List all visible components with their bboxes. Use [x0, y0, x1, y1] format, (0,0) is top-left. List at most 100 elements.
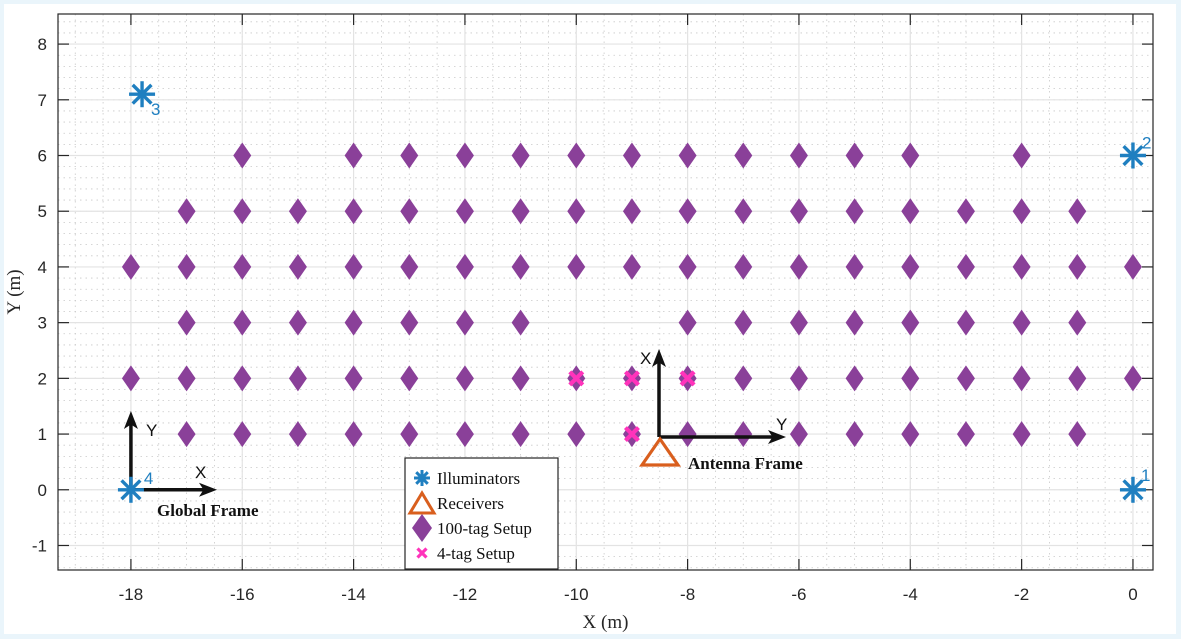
diamond-marker — [734, 253, 753, 280]
diamond-marker — [845, 365, 864, 392]
diamond-marker — [400, 198, 419, 225]
legend-box — [404, 457, 559, 570]
antenna-frame-x-arrow-head — [652, 349, 666, 367]
diamond-marker — [177, 421, 196, 448]
diamond-marker — [233, 142, 252, 169]
x-icon — [416, 547, 428, 559]
legend: Illuminators Receivers 100-tag Setup 4-tag … — [404, 457, 559, 570]
diamond-marker — [177, 198, 196, 225]
global-frame-y-arrow-head — [123, 411, 138, 429]
y-tick-label: 7 — [38, 91, 47, 110]
x-icon — [416, 547, 428, 559]
global-frame-y-label: Y — [146, 421, 157, 440]
diamond-marker — [400, 365, 419, 392]
antenna-frame-y-label: Y — [776, 415, 787, 434]
diamond-marker — [400, 309, 419, 336]
axis-ticks — [58, 14, 1153, 570]
illuminator-marker — [129, 81, 156, 108]
x-tick-label: -16 — [230, 585, 255, 604]
triangle-icon — [407, 490, 437, 515]
diamond-marker — [789, 421, 808, 448]
diamond-marker — [344, 253, 363, 280]
diamond-icon — [412, 514, 432, 542]
diamond-marker — [455, 365, 474, 392]
diamond-marker — [1123, 253, 1142, 280]
diamond-marker — [734, 309, 753, 336]
diamond-marker — [901, 309, 920, 336]
antenna-frame-x-label: X — [640, 349, 651, 368]
diamond-marker — [288, 365, 307, 392]
diamond-marker — [845, 142, 864, 169]
legend-item-label: 100-tag Setup — [437, 519, 532, 538]
diamond-marker — [1012, 198, 1031, 225]
diamond-marker — [511, 421, 530, 448]
diamond-marker — [956, 421, 975, 448]
diamond-marker — [233, 309, 252, 336]
diamond-marker — [1068, 365, 1087, 392]
diamond-marker — [288, 198, 307, 225]
y-tick-label: 1 — [38, 425, 47, 444]
diamond-icon — [412, 514, 432, 542]
y-tick-labels: -1 0 1 2 3 4 5 6 7 8 — [32, 35, 47, 555]
diamond-marker — [288, 309, 307, 336]
diamond-marker — [845, 421, 864, 448]
diamond-marker — [789, 365, 808, 392]
diamond-marker — [455, 309, 474, 336]
diamond-marker — [956, 365, 975, 392]
series-4-tag — [568, 370, 696, 443]
x-tick-label: -14 — [341, 585, 366, 604]
x-tick-label: -8 — [680, 585, 695, 604]
diamond-marker — [956, 198, 975, 225]
diamond-marker — [845, 309, 864, 336]
diamond-marker — [901, 421, 920, 448]
x-tick-labels: -18 -16 -14 -12 -10 -8 -6 -4 -2 0 — [119, 585, 1138, 604]
diamond-marker — [400, 142, 419, 169]
figure: -18 -16 -14 -12 -10 -8 -6 -4 -2 0 -1 0 1 2 3 4 5 6 7 8 X (… — [4, 4, 1176, 634]
diamond-marker — [789, 198, 808, 225]
diamond-marker — [1123, 365, 1142, 392]
x-marker — [568, 370, 585, 387]
diamond-marker — [511, 198, 530, 225]
diamond-marker — [734, 421, 753, 448]
diamond-marker — [1068, 421, 1087, 448]
diamond-marker — [567, 198, 586, 225]
diamond-marker — [455, 142, 474, 169]
triangle-icon — [407, 490, 437, 515]
diamond-marker — [1068, 309, 1087, 336]
y-tick-label: -1 — [32, 536, 47, 555]
series-100-tag — [121, 142, 1142, 448]
diamond-marker — [789, 253, 808, 280]
diamond-marker — [567, 142, 586, 169]
global-frame-x-label: X — [195, 463, 206, 482]
diamond-marker — [455, 198, 474, 225]
diamond-marker — [455, 421, 474, 448]
illuminator-marker — [117, 476, 144, 503]
x-tick-label: -12 — [453, 585, 478, 604]
diamond-marker — [901, 142, 920, 169]
diamond-marker — [344, 142, 363, 169]
global-frame-label: Global Frame — [157, 501, 259, 520]
legend-item-label: 4-tag Setup — [437, 544, 515, 563]
illuminator-index-label: 4 — [144, 469, 153, 488]
diamond-marker — [567, 253, 586, 280]
diamond-marker — [288, 253, 307, 280]
diamond-marker — [233, 421, 252, 448]
diamond-marker — [1012, 421, 1031, 448]
x-tick-label: -6 — [791, 585, 806, 604]
diamond-marker — [622, 253, 641, 280]
x-marker — [623, 370, 640, 387]
diamond-marker — [400, 253, 419, 280]
diamond-marker — [956, 253, 975, 280]
diamond-marker — [344, 198, 363, 225]
x-tick-label: -18 — [119, 585, 144, 604]
diamond-marker — [1012, 142, 1031, 169]
diamond-marker — [678, 421, 697, 448]
minor-grid — [58, 14, 1153, 570]
x-tick-label: -10 — [564, 585, 589, 604]
diamond-marker — [845, 253, 864, 280]
diamond-marker — [1068, 198, 1087, 225]
diamond-marker — [455, 253, 474, 280]
asterisk-icon — [414, 470, 430, 486]
diamond-marker — [734, 365, 753, 392]
